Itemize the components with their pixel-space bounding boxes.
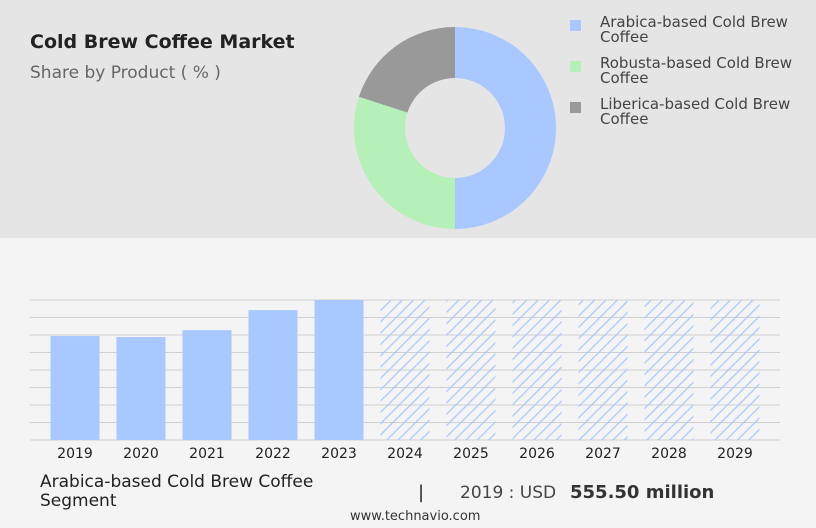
x-tick-label: 2022 [255, 446, 291, 462]
separator: | [418, 482, 425, 503]
x-tick-label: 2023 [321, 446, 357, 462]
forecast-placeholder [380, 300, 430, 440]
legend-item: Liberica-based Cold Brew Coffee [570, 97, 810, 138]
forecast-placeholder [578, 300, 628, 440]
x-tick-label: 2024 [387, 446, 423, 462]
forecast-placeholder [710, 300, 760, 440]
x-tick-label: 2028 [651, 446, 687, 462]
forecast-placeholder [644, 300, 694, 440]
bar [314, 300, 364, 440]
legend-item: Robusta-based Cold Brew Coffee [570, 56, 810, 97]
forecast-placeholder [446, 300, 496, 440]
segment-label: Arabica-based Cold Brew Coffee Segment [40, 472, 314, 511]
legend-swatch [570, 102, 581, 113]
bar [116, 337, 166, 440]
forecast-placeholder [512, 300, 562, 440]
x-tick-label: 2025 [453, 446, 489, 462]
legend-item: Arabica-based Cold Brew Coffee [570, 15, 810, 56]
chart-subtitle: Share by Product ( % ) [30, 63, 221, 83]
x-tick-label: 2027 [585, 446, 621, 462]
legend: Arabica-based Cold Brew Coffee Robusta-ba… [570, 15, 810, 138]
donut-slice [455, 27, 556, 229]
x-tick-label: 2020 [123, 446, 159, 462]
bar [248, 310, 298, 440]
bar [182, 330, 232, 440]
donut-slice [353, 96, 455, 230]
legend-label: Liberica-based Cold Brew Coffee [600, 95, 791, 128]
source: www.technavio.com [350, 509, 481, 524]
legend-label: Arabica-based Cold Brew Coffee [600, 13, 788, 46]
x-tick-label: 2021 [189, 446, 225, 462]
value-label: 555.50 million [570, 482, 715, 503]
donut-slice [358, 27, 455, 113]
legend-swatch [570, 20, 581, 31]
year-label: 2019 : USD [460, 483, 557, 503]
legend-label: Robusta-based Cold Brew Coffee [600, 54, 793, 87]
chart-title: Cold Brew Coffee Market [30, 31, 295, 53]
bar [50, 336, 100, 440]
x-tick-label: 2029 [717, 446, 753, 462]
legend-swatch [570, 61, 581, 72]
x-tick-label: 2026 [519, 446, 555, 462]
x-tick-label: 2019 [57, 446, 93, 462]
